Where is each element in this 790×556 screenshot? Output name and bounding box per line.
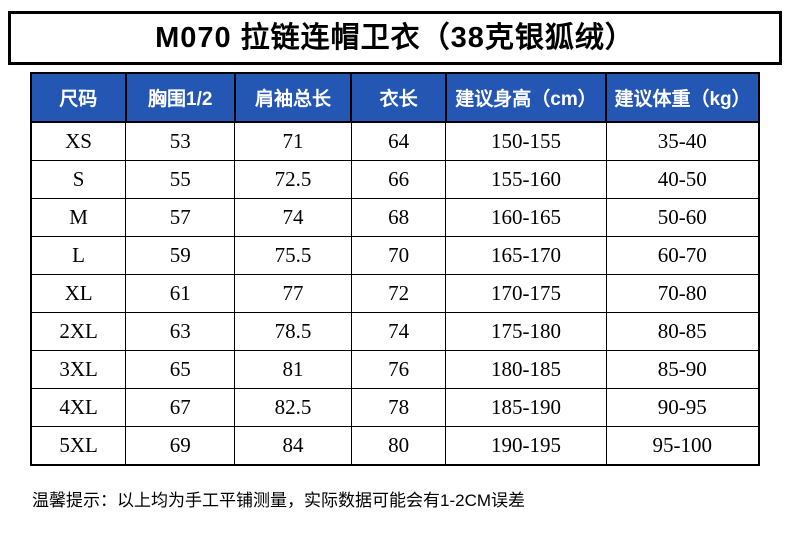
value-cell: 61 (125, 274, 236, 313)
table-body: XS 53 71 64 150-155 35-40 S 55 72.5 66 155-160 40-5… (30, 121, 760, 466)
value-cell: 59 (125, 236, 236, 275)
column-header: 建议体重（kg） (605, 72, 760, 123)
size-cell: M (30, 198, 127, 237)
value-cell: 72 (350, 274, 447, 313)
column-header: 建议身高（cm） (444, 72, 608, 123)
footer-note: 温馨提示：以上均为手工平铺测量，实际数据可能会有1-2CM误差 (32, 491, 526, 510)
value-cell: 84 (234, 426, 352, 466)
table-row: 5XL 69 84 80 190-195 95-100 (30, 426, 760, 466)
value-cell: 150-155 (445, 121, 607, 161)
value-cell: 72.5 (234, 160, 352, 199)
size-cell: 4XL (30, 388, 127, 427)
value-cell: 165-170 (445, 236, 607, 275)
value-cell: 67 (125, 388, 236, 427)
value-cell: 75.5 (234, 236, 352, 275)
value-cell: 63 (125, 312, 236, 351)
value-cell: 78.5 (234, 312, 352, 351)
value-cell: 66 (350, 160, 447, 199)
size-cell: L (30, 236, 127, 275)
value-cell: 74 (234, 198, 352, 237)
value-cell: 82.5 (234, 388, 352, 427)
table-row: M 57 74 68 160-165 50-60 (30, 198, 760, 237)
value-cell: 55 (125, 160, 236, 199)
value-cell: 70 (350, 236, 447, 275)
value-cell: 57 (125, 198, 236, 237)
value-cell: 68 (350, 198, 447, 237)
value-cell: 74 (350, 312, 447, 351)
size-cell: 5XL (30, 426, 127, 466)
value-cell: 64 (350, 121, 447, 161)
value-cell: 170-175 (445, 274, 607, 313)
table-row: XS 53 71 64 150-155 35-40 (30, 121, 760, 161)
page-title: M070 拉链连帽卫衣（38克银狐绒） (8, 11, 782, 65)
value-cell: 70-80 (605, 274, 760, 313)
table-row: 4XL 67 82.5 78 185-190 90-95 (30, 388, 760, 427)
column-header: 肩袖总长 (233, 72, 353, 123)
table-row: 3XL 65 81 76 180-185 85-90 (30, 350, 760, 389)
value-cell: 60-70 (605, 236, 760, 275)
value-cell: 155-160 (445, 160, 607, 199)
value-cell: 80 (350, 426, 447, 466)
size-cell: 2XL (30, 312, 127, 351)
value-cell: 50-60 (605, 198, 760, 237)
value-cell: 80-85 (605, 312, 760, 351)
table-row: 2XL 63 78.5 74 175-180 80-85 (30, 312, 760, 351)
value-cell: 76 (350, 350, 447, 389)
size-cell: XS (30, 121, 127, 161)
table-row: XL 61 77 72 170-175 70-80 (30, 274, 760, 313)
size-cell: S (30, 160, 127, 199)
size-cell: XL (30, 274, 127, 313)
column-header: 衣长 (350, 72, 447, 123)
value-cell: 65 (125, 350, 236, 389)
value-cell: 85-90 (605, 350, 760, 389)
value-cell: 160-165 (445, 198, 607, 237)
value-cell: 180-185 (445, 350, 607, 389)
value-cell: 95-100 (605, 426, 760, 466)
value-cell: 53 (125, 121, 236, 161)
table-row: S 55 72.5 66 155-160 40-50 (30, 160, 760, 199)
column-header: 胸围1/2 (124, 72, 236, 123)
size-table: 尺码 胸围1/2 肩袖总长 衣长 建议身高（cm） 建议体重（kg） XS 53 71 64 15… (30, 72, 760, 466)
value-cell: 40-50 (605, 160, 760, 199)
value-cell: 35-40 (605, 121, 760, 161)
value-cell: 78 (350, 388, 447, 427)
value-cell: 77 (234, 274, 352, 313)
header-row: 尺码 胸围1/2 肩袖总长 衣长 建议身高（cm） 建议体重（kg） (30, 72, 760, 123)
value-cell: 69 (125, 426, 236, 466)
table-row: L 59 75.5 70 165-170 60-70 (30, 236, 760, 275)
value-cell: 175-180 (445, 312, 607, 351)
value-cell: 185-190 (445, 388, 607, 427)
value-cell: 190-195 (445, 426, 607, 466)
value-cell: 90-95 (605, 388, 760, 427)
value-cell: 81 (234, 350, 352, 389)
value-cell: 71 (234, 121, 352, 161)
size-cell: 3XL (30, 350, 127, 389)
column-header: 尺码 (30, 72, 127, 123)
